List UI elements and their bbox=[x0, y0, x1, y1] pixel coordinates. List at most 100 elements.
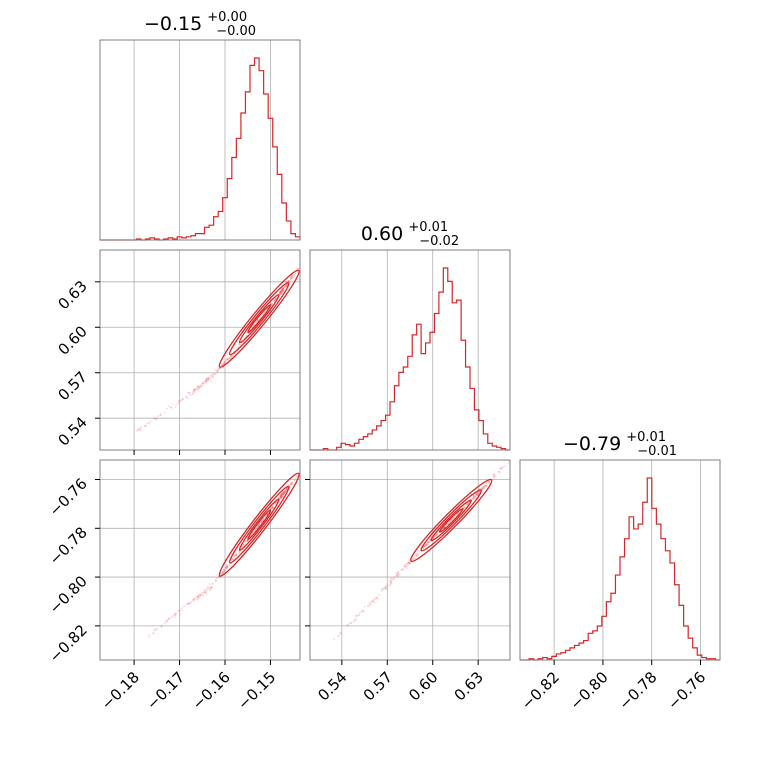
sample-point bbox=[222, 363, 225, 366]
sample-point bbox=[281, 493, 283, 496]
sample-point bbox=[282, 495, 284, 498]
sample-point bbox=[389, 579, 392, 582]
sample-point bbox=[463, 505, 465, 508]
sample-point bbox=[152, 632, 154, 634]
sample-point bbox=[227, 358, 229, 361]
sample-point bbox=[235, 555, 238, 557]
sample-point bbox=[232, 558, 235, 561]
sample-point bbox=[415, 555, 418, 558]
sample-point bbox=[370, 600, 373, 603]
sample-point bbox=[475, 494, 478, 497]
sample-point bbox=[283, 491, 285, 494]
sample-point bbox=[187, 391, 189, 394]
sample-point bbox=[274, 298, 277, 301]
sample-point bbox=[281, 289, 284, 291]
sample-point bbox=[280, 493, 282, 496]
sample-point bbox=[153, 417, 155, 420]
title-param-2: −0.79 +0.01 −0.01 bbox=[563, 426, 677, 459]
sample-point bbox=[475, 494, 478, 497]
axes-frame-hist-0 bbox=[99, 39, 301, 241]
sample-point bbox=[232, 350, 235, 352]
sample-point bbox=[191, 393, 194, 395]
sample-point bbox=[282, 287, 284, 290]
sample-point bbox=[337, 635, 340, 637]
sample-point bbox=[173, 614, 176, 617]
sample-point bbox=[283, 493, 286, 496]
sample-point bbox=[261, 313, 264, 316]
sample-point bbox=[212, 375, 214, 378]
sample-point bbox=[206, 380, 209, 383]
sample-point bbox=[477, 491, 480, 494]
sample-point bbox=[481, 488, 484, 491]
sample-point bbox=[270, 507, 272, 510]
sample-point bbox=[436, 533, 439, 535]
sample-point bbox=[428, 541, 431, 543]
sample-point bbox=[389, 581, 392, 584]
sample-point bbox=[473, 497, 475, 499]
sample-point bbox=[418, 549, 421, 552]
sample-point bbox=[206, 589, 209, 592]
sample-point bbox=[219, 573, 222, 575]
sample-point bbox=[381, 588, 384, 591]
sample-point bbox=[407, 562, 410, 565]
sample-point bbox=[234, 556, 236, 558]
sample-point bbox=[222, 363, 225, 366]
sample-point bbox=[285, 285, 287, 288]
sample-point bbox=[279, 292, 281, 294]
sample-point bbox=[272, 301, 275, 303]
sample-point bbox=[214, 373, 216, 375]
sample-point bbox=[280, 494, 283, 497]
sample-point bbox=[337, 634, 340, 637]
sample-point bbox=[296, 268, 298, 270]
sample-point bbox=[467, 501, 470, 504]
sample-point bbox=[280, 493, 283, 496]
sample-point bbox=[462, 506, 465, 508]
sample-point bbox=[279, 497, 282, 499]
sample-point bbox=[198, 593, 201, 596]
ytick-label-1-1: 0.57 bbox=[54, 368, 90, 404]
sample-point bbox=[175, 404, 178, 406]
sample-point bbox=[231, 558, 234, 560]
sample-point bbox=[416, 553, 419, 556]
sample-point bbox=[148, 422, 150, 425]
sample-point bbox=[279, 494, 282, 497]
sample-point bbox=[471, 498, 474, 500]
sample-point bbox=[280, 290, 283, 292]
sample-point bbox=[223, 360, 226, 363]
sample-point bbox=[258, 524, 261, 526]
sample-point bbox=[286, 284, 288, 287]
sample-point bbox=[475, 493, 478, 495]
sample-point bbox=[415, 554, 418, 557]
sample-point bbox=[279, 291, 282, 294]
sample-point bbox=[443, 525, 446, 528]
sample-point bbox=[290, 276, 292, 279]
sample-point bbox=[290, 277, 292, 280]
sample-point bbox=[472, 496, 475, 498]
sample-point bbox=[241, 545, 244, 548]
sample-point bbox=[384, 588, 387, 590]
sample-point bbox=[486, 482, 488, 485]
sample-point bbox=[408, 559, 411, 561]
sample-point bbox=[167, 617, 170, 620]
sample-point bbox=[166, 620, 169, 623]
sample-point bbox=[223, 569, 226, 572]
sample-point bbox=[280, 291, 282, 294]
sample-point bbox=[485, 484, 488, 487]
sample-point bbox=[253, 529, 256, 532]
sample-point bbox=[426, 543, 429, 545]
sample-point bbox=[280, 290, 283, 293]
sample-point bbox=[244, 543, 247, 545]
title-0-plus: +0.00 bbox=[207, 10, 247, 25]
axes-frame-scatter-1-0 bbox=[99, 249, 301, 451]
sample-point bbox=[404, 565, 407, 568]
sample-point bbox=[204, 380, 207, 383]
sample-point bbox=[424, 544, 427, 547]
sample-point bbox=[355, 615, 358, 618]
sample-point bbox=[197, 595, 200, 598]
sample-point bbox=[200, 386, 203, 388]
sample-point bbox=[354, 618, 357, 621]
sample-point bbox=[397, 572, 399, 574]
sample-point bbox=[196, 388, 199, 391]
sample-point bbox=[207, 378, 210, 380]
sample-point bbox=[247, 539, 249, 542]
